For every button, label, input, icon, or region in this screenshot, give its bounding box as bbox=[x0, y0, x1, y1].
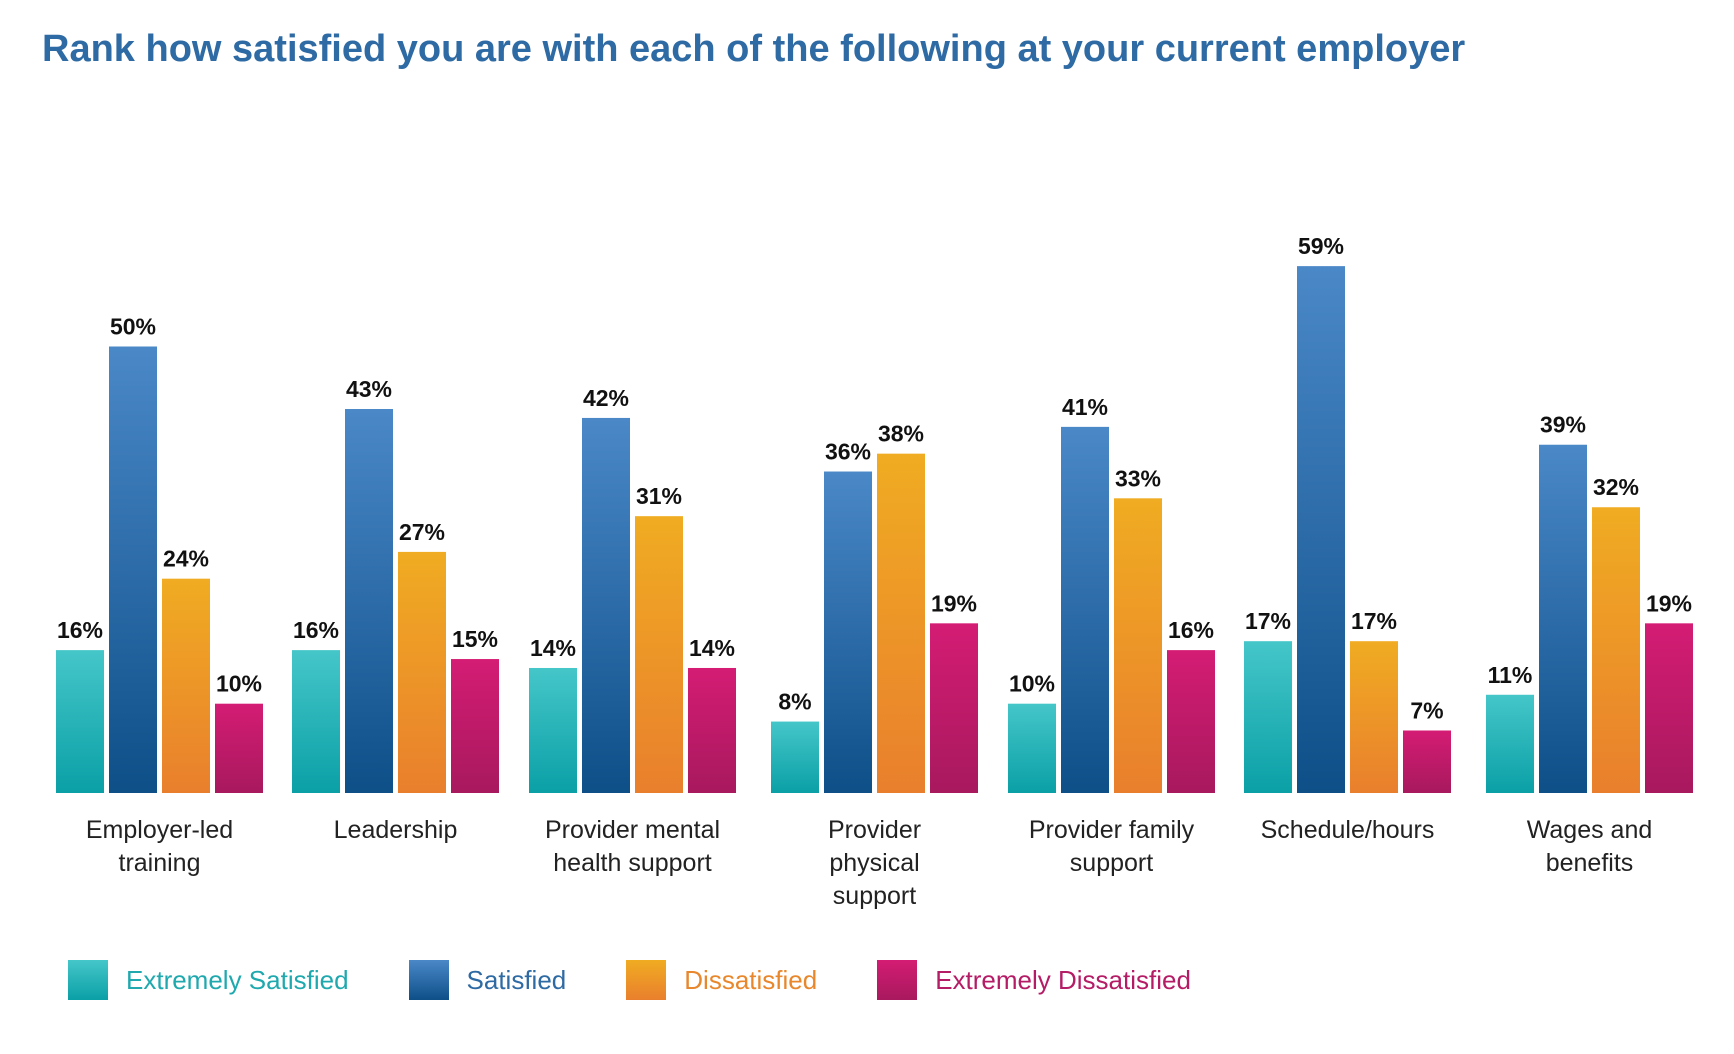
bar bbox=[771, 721, 819, 793]
value-label: 11% bbox=[1488, 662, 1533, 688]
category-labels-layer: Employer-led training Leadership Provider m… bbox=[86, 816, 1652, 910]
bar bbox=[877, 453, 925, 793]
value-labels-layer: 16% 50% 24% 10% 16% 43% 27% 15% 14% 42% 31% 14% 8% 36… bbox=[57, 233, 1692, 723]
bar bbox=[824, 471, 872, 793]
bar bbox=[1114, 498, 1162, 793]
bar bbox=[688, 667, 736, 793]
bar bbox=[162, 578, 210, 793]
value-label: 8% bbox=[778, 689, 811, 715]
legend-swatch bbox=[877, 960, 918, 1000]
category-label: Leadership bbox=[334, 816, 458, 844]
value-label: 16% bbox=[293, 617, 339, 643]
value-label: 42% bbox=[583, 385, 629, 411]
bar bbox=[398, 551, 446, 793]
value-label: 19% bbox=[931, 590, 977, 616]
category-label: Schedule/hours bbox=[1261, 816, 1435, 844]
bar bbox=[292, 650, 340, 793]
category-label: Wages and benefits bbox=[1527, 816, 1653, 877]
bar bbox=[1592, 507, 1640, 793]
legend-label: Extremely Dissatisfied bbox=[935, 964, 1191, 995]
value-label: 39% bbox=[1540, 412, 1586, 438]
bar bbox=[582, 417, 630, 793]
bar bbox=[1645, 623, 1693, 793]
value-label: 43% bbox=[346, 376, 392, 402]
bar bbox=[1486, 694, 1534, 793]
value-label: 16% bbox=[57, 617, 103, 643]
value-label: 17% bbox=[1245, 608, 1291, 634]
legend-item: Satisfied bbox=[408, 960, 567, 1000]
category-label: Provider mental health support bbox=[545, 816, 720, 877]
category-label: Provider family support bbox=[1029, 816, 1195, 877]
bar bbox=[930, 623, 978, 793]
bar bbox=[56, 650, 104, 793]
value-label: 31% bbox=[636, 483, 682, 509]
bar bbox=[635, 516, 683, 793]
bar bbox=[1061, 426, 1109, 793]
value-label: 41% bbox=[1062, 394, 1108, 420]
value-label: 36% bbox=[825, 439, 871, 465]
bar-chart: 16% 50% 24% 10% 16% 43% 27% 15% 14% 42% 31% 14% 8% 36… bbox=[56, 233, 1693, 910]
legend: Extremely Satisfied Satisfied Dissatisfied… bbox=[68, 960, 1191, 1000]
value-label: 15% bbox=[452, 626, 498, 652]
value-label: 27% bbox=[399, 519, 445, 545]
value-label: 14% bbox=[689, 635, 735, 661]
bar bbox=[345, 409, 393, 793]
bar bbox=[1350, 641, 1398, 793]
category-label: Provider physical support bbox=[828, 816, 921, 910]
value-label: 24% bbox=[163, 546, 209, 572]
legend-label: Satisfied bbox=[466, 964, 567, 995]
value-label: 10% bbox=[1009, 671, 1055, 697]
bar bbox=[529, 667, 577, 793]
legend-swatch bbox=[626, 960, 667, 1000]
legend-item: Extremely Dissatisfied bbox=[877, 960, 1191, 1000]
legend-label: Dissatisfied bbox=[684, 964, 818, 995]
bars-layer bbox=[56, 266, 1693, 793]
category-label: Employer-led training bbox=[86, 816, 233, 877]
bar bbox=[1008, 703, 1056, 793]
value-label: 19% bbox=[1646, 590, 1692, 616]
bar bbox=[1539, 444, 1587, 793]
chart-title: Rank how satisfied you are with each of … bbox=[42, 28, 1466, 70]
bar bbox=[109, 346, 157, 793]
bar bbox=[1167, 650, 1215, 793]
legend-swatch bbox=[408, 960, 449, 1000]
bar bbox=[451, 659, 499, 793]
value-label: 59% bbox=[1298, 233, 1344, 259]
value-label: 16% bbox=[1168, 617, 1214, 643]
value-label: 14% bbox=[530, 635, 576, 661]
bar bbox=[1244, 641, 1292, 793]
legend-swatch bbox=[68, 960, 108, 1000]
legend-item: Extremely Satisfied bbox=[68, 960, 349, 1000]
value-label: 10% bbox=[216, 671, 262, 697]
bar bbox=[1403, 730, 1451, 793]
bar bbox=[1297, 266, 1345, 793]
value-label: 7% bbox=[1410, 697, 1443, 723]
value-label: 38% bbox=[878, 421, 924, 447]
value-label: 50% bbox=[110, 314, 156, 340]
bar bbox=[215, 703, 263, 793]
value-label: 17% bbox=[1351, 608, 1397, 634]
value-label: 32% bbox=[1593, 474, 1639, 500]
legend-label: Extremely Satisfied bbox=[126, 964, 349, 995]
legend-item: Dissatisfied bbox=[626, 960, 817, 1000]
value-label: 33% bbox=[1115, 465, 1161, 491]
